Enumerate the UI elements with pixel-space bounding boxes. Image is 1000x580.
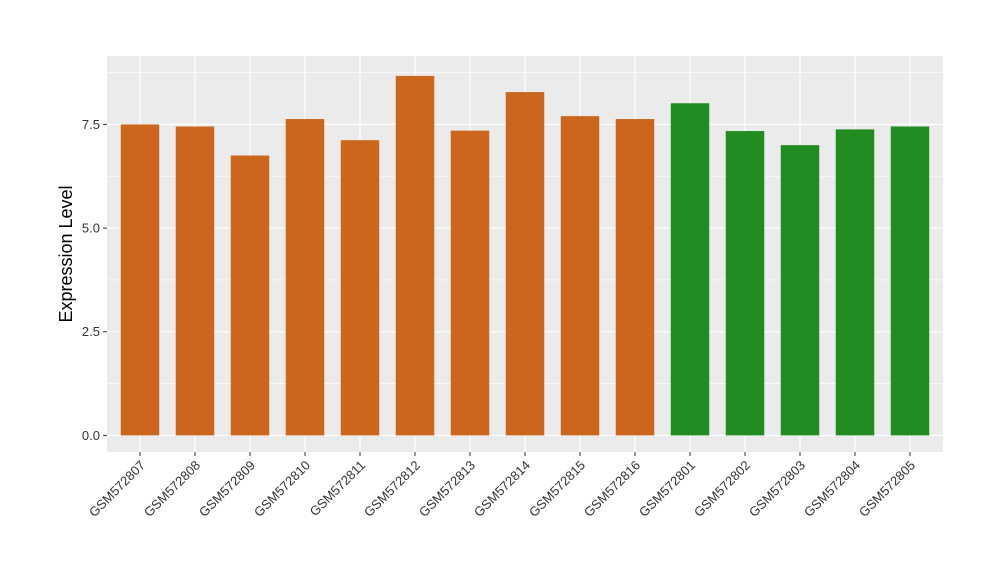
x-axis: GSM572807GSM572808GSM572809GSM572810GSM5… bbox=[86, 452, 918, 520]
bar-gsm572809 bbox=[230, 155, 270, 436]
x-tick-label: GSM572805 bbox=[856, 458, 918, 520]
bar-gsm572812 bbox=[395, 75, 435, 436]
y-axis: 0.0 2.5 5.0 7.5 bbox=[82, 117, 107, 443]
bar-gsm572815 bbox=[560, 116, 600, 436]
x-tick-label: GSM572803 bbox=[746, 458, 808, 520]
x-tick-label: GSM572814 bbox=[471, 458, 533, 520]
x-tick-label: GSM572809 bbox=[196, 458, 258, 520]
x-tick-label: GSM572812 bbox=[361, 458, 423, 520]
x-tick-label: GSM572808 bbox=[141, 458, 203, 520]
y-tick-label: 7.5 bbox=[82, 117, 100, 132]
bar-gsm572813 bbox=[450, 130, 490, 436]
bar-gsm572805 bbox=[890, 126, 930, 436]
bar-gsm572816 bbox=[615, 119, 655, 436]
x-tick-label: GSM572804 bbox=[801, 458, 863, 520]
y-tick-label: 0.0 bbox=[82, 428, 100, 443]
x-tick-label: GSM572801 bbox=[636, 458, 698, 520]
bar-gsm572801 bbox=[670, 103, 710, 436]
bar-gsm572802 bbox=[725, 131, 765, 436]
x-tick-label: GSM572813 bbox=[416, 458, 478, 520]
y-axis-title: Expression Level bbox=[56, 185, 76, 322]
y-tick-label: 2.5 bbox=[82, 324, 100, 339]
bars bbox=[120, 75, 930, 436]
bar-gsm572814 bbox=[505, 92, 545, 436]
x-tick-label: GSM572802 bbox=[691, 458, 753, 520]
bar-gsm572810 bbox=[285, 119, 325, 436]
x-tick-label: GSM572815 bbox=[526, 458, 588, 520]
bar-gsm572803 bbox=[780, 145, 820, 436]
bar-gsm572811 bbox=[340, 140, 380, 436]
y-tick-label: 5.0 bbox=[82, 221, 100, 236]
x-tick-label: GSM572811 bbox=[307, 458, 369, 520]
x-tick-label: GSM572810 bbox=[251, 458, 313, 520]
x-tick-label: GSM572816 bbox=[581, 458, 643, 520]
x-tick-label: GSM572807 bbox=[86, 458, 148, 520]
bar-gsm572804 bbox=[835, 129, 875, 436]
bar-gsm572808 bbox=[175, 126, 215, 436]
bar-gsm572807 bbox=[120, 124, 160, 436]
